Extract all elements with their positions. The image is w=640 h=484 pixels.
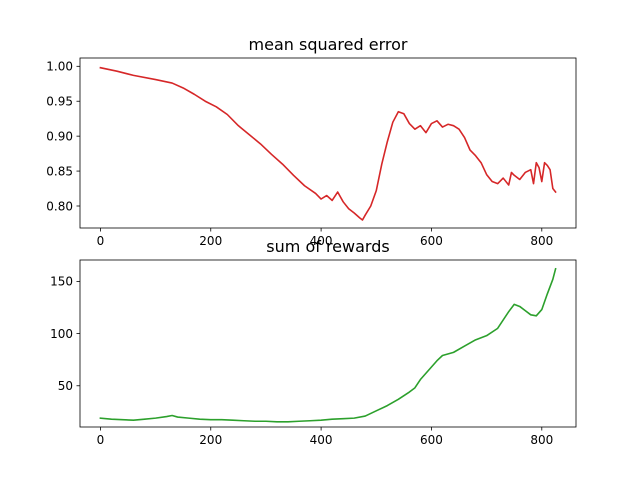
rewards-title: sum of rewards xyxy=(266,237,389,256)
rewards-xtick-label: 800 xyxy=(530,433,553,447)
rewards-xtick-label: 400 xyxy=(310,433,333,447)
mse-ytick-marks: 0.80 0.85 0.90 0.95 1.00 xyxy=(46,60,80,213)
mse-xtick-label: 0 xyxy=(97,234,105,248)
subplot-mean-squared-error: 0 200 400 600 800 0.80 0.85 0.90 0.95 1.00 mean … xyxy=(46,35,577,248)
mse-ytick-label: 0.80 xyxy=(46,199,73,213)
mse-axes-frame xyxy=(79,57,577,229)
mse-xtick-label: 800 xyxy=(530,234,553,248)
rewards-ytick-marks: 50 100 150 xyxy=(50,275,80,393)
mse-title: mean squared error xyxy=(249,35,408,54)
rewards-ytick-label: 100 xyxy=(50,327,73,341)
mse-ytick-label: 0.90 xyxy=(46,129,73,143)
subplot-sum-of-rewards: 0 200 400 600 800 50 100 150 sum of rewards xyxy=(50,237,577,447)
rewards-ytick-label: 150 xyxy=(50,275,73,289)
mse-xtick-marks: 0 200 400 600 800 xyxy=(97,228,553,248)
mse-ytick-label: 1.00 xyxy=(46,60,73,74)
mse-ytick-label: 0.85 xyxy=(46,164,73,178)
rewards-line xyxy=(99,267,557,423)
mse-ytick-label: 0.95 xyxy=(46,95,73,109)
mse-xtick-label: 200 xyxy=(199,234,222,248)
rewards-xtick-label: 200 xyxy=(199,433,222,447)
rewards-xtick-label: 0 xyxy=(97,433,105,447)
rewards-xtick-label: 600 xyxy=(420,433,443,447)
mse-xtick-label: 400 xyxy=(310,234,333,248)
rewards-axes-frame xyxy=(79,259,577,428)
mse-line xyxy=(99,66,557,221)
rewards-xtick-marks: 0 200 400 600 800 xyxy=(97,427,553,447)
rewards-ytick-label: 50 xyxy=(58,379,73,393)
mse-xtick-label: 600 xyxy=(420,234,443,248)
